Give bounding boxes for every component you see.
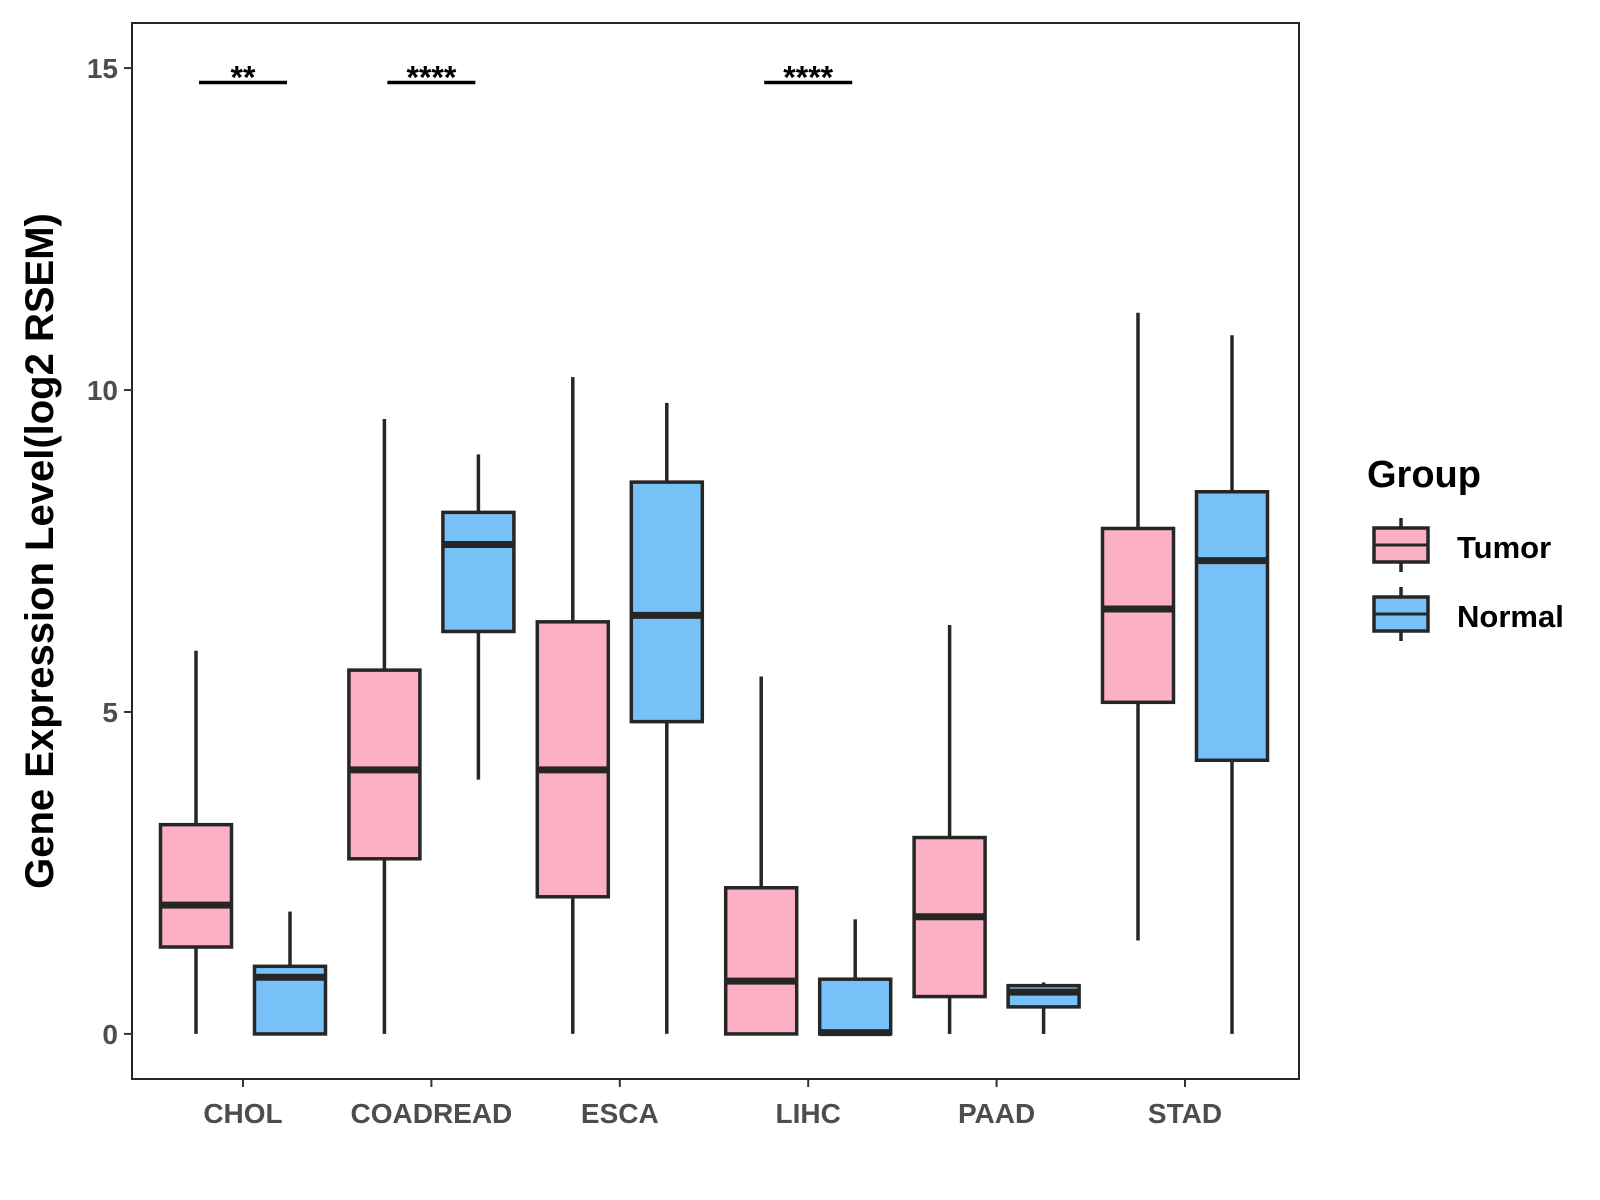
- legend-title: Group: [1367, 454, 1481, 496]
- legend-key-tumor: [1372, 518, 1430, 572]
- x-axis: CHOL COADREAD ESCA LIHC PAAD STAD: [203, 1079, 1222, 1129]
- y-tick-label-0: 0: [102, 1019, 118, 1050]
- y-tick-label-15: 15: [87, 53, 118, 84]
- box-stad-tumor: [1100, 312, 1176, 941]
- significance-annotations: ** **** ****: [199, 60, 853, 96]
- box-esca-tumor-iqr: [535, 620, 611, 899]
- box-chol-tumor-iqr: [158, 822, 234, 949]
- x-tick-label-esca: ESCA: [581, 1098, 659, 1129]
- plot-area: [158, 312, 1270, 1037]
- y-tick-label-5: 5: [102, 697, 118, 728]
- box-stad-normal: [1194, 335, 1270, 1034]
- x-tick-label-lihc: LIHC: [776, 1098, 841, 1129]
- box-paad-tumor: [912, 625, 987, 1034]
- box-lihc-tumor: [723, 676, 799, 1036]
- significance-lihc-label: ****: [783, 60, 833, 96]
- x-tick-label-chol: CHOL: [203, 1098, 282, 1129]
- box-coadread-tumor-iqr: [347, 668, 422, 861]
- x-tick-label-coadread: COADREAD: [351, 1098, 513, 1129]
- y-axis-title: Gene Expression Level(log2 RSEM): [18, 213, 62, 889]
- box-coadread-normal: [441, 454, 516, 780]
- box-lihc-normal-iqr: [817, 977, 893, 1036]
- significance-chol-label: **: [231, 60, 256, 96]
- box-chol-tumor: [158, 650, 234, 1034]
- box-coadread-normal-iqr: [441, 510, 516, 634]
- x-tick-label-paad: PAAD: [958, 1098, 1035, 1129]
- y-tick-label-10: 10: [87, 375, 118, 406]
- box-lihc-normal: [817, 919, 893, 1037]
- legend-label-normal: Normal: [1457, 599, 1564, 634]
- legend-key-normal: [1372, 587, 1430, 641]
- significance-coadread-label: ****: [406, 60, 456, 96]
- x-tick-label-stad: STAD: [1148, 1098, 1222, 1129]
- box-esca-normal-iqr: [629, 480, 705, 724]
- panel-border: [131, 22, 1300, 1080]
- box-esca-tumor: [535, 377, 611, 1034]
- legend-keys: [1372, 518, 1430, 641]
- legend: Group Tumor Normal: [1367, 454, 1564, 641]
- box-stad-tumor-iqr: [1100, 526, 1176, 705]
- legend-label-tumor: Tumor: [1457, 530, 1551, 565]
- y-axis: 0 5 10 15: [87, 53, 132, 1050]
- box-chol-normal: [252, 911, 328, 1036]
- box-esca-normal: [629, 402, 705, 1034]
- box-lihc-tumor-iqr: [723, 886, 799, 1036]
- box-coadread-tumor: [347, 419, 422, 1034]
- box-paad-normal: [1006, 982, 1081, 1034]
- box-stad-normal-iqr: [1194, 490, 1270, 763]
